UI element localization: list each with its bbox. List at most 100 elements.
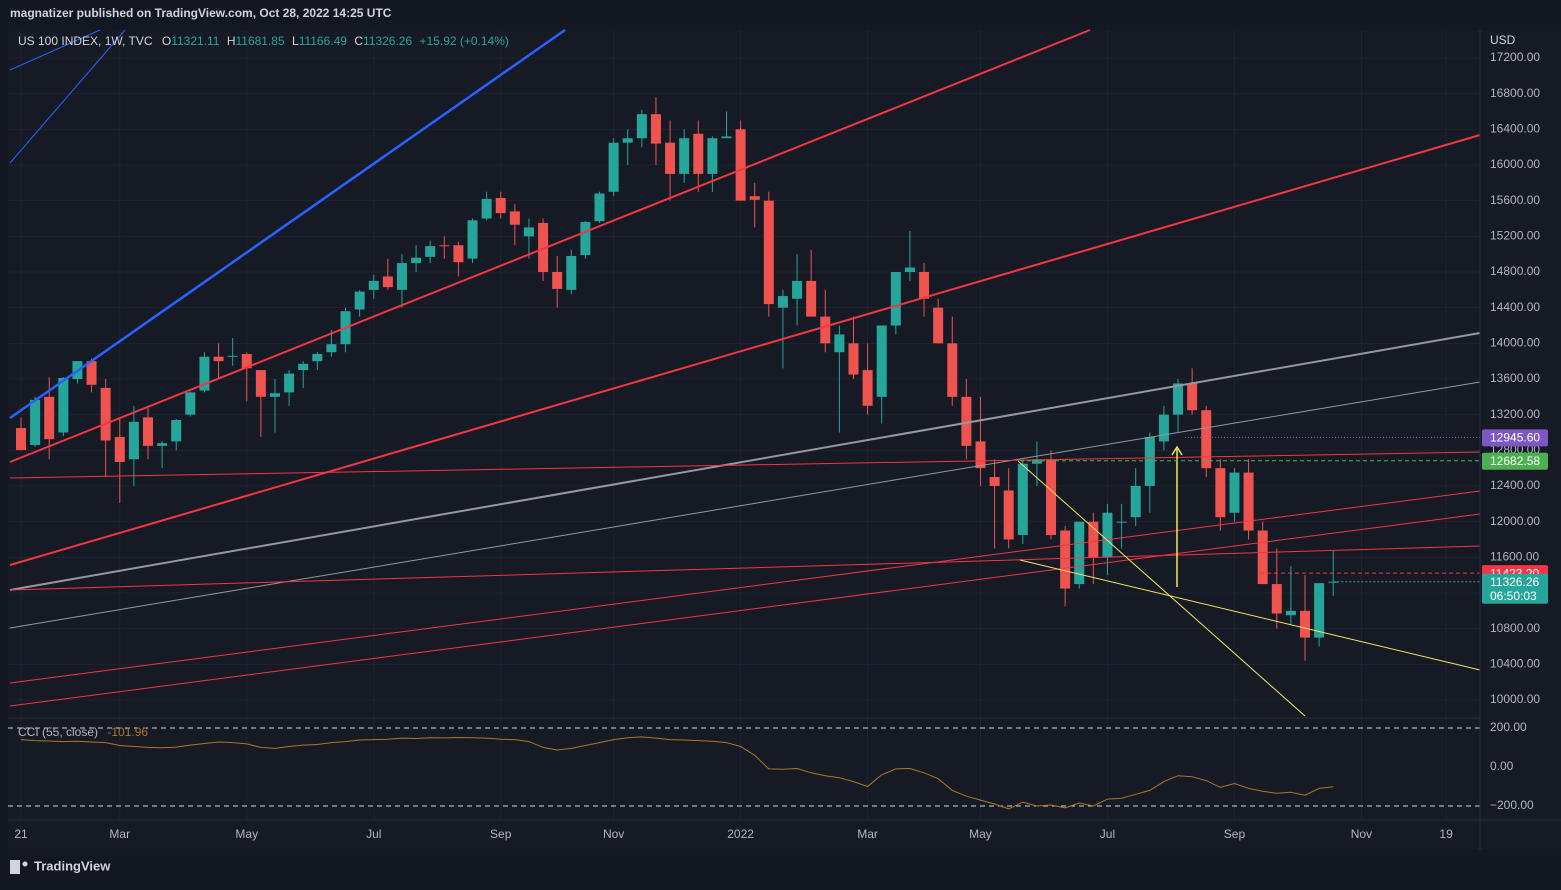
candle-body bbox=[523, 227, 534, 237]
y-tick-label: 16400.00 bbox=[1490, 122, 1540, 136]
candle-body bbox=[509, 211, 520, 225]
candle-body bbox=[16, 428, 26, 451]
trend-line bbox=[9, 29, 126, 164]
x-tick-label: Sep bbox=[490, 827, 512, 841]
countdown: 06:50:03 bbox=[1490, 589, 1537, 603]
x-tick-label: Sep bbox=[1224, 827, 1246, 841]
candle-body bbox=[312, 354, 323, 362]
y-tick-label: 10800.00 bbox=[1490, 621, 1540, 635]
candle-body bbox=[820, 316, 831, 344]
trend-line bbox=[9, 332, 1481, 591]
candle-body bbox=[693, 133, 704, 174]
price-tag bbox=[1482, 573, 1548, 604]
y-tick-label: 11600.00 bbox=[1490, 549, 1539, 563]
candle-body bbox=[594, 193, 605, 222]
candle-body bbox=[679, 138, 690, 174]
close-value: 11326.26 bbox=[363, 34, 412, 48]
x-tick-label: Mar bbox=[857, 827, 878, 841]
candle-body bbox=[919, 271, 930, 299]
candle-body bbox=[1271, 584, 1282, 614]
candle-body bbox=[848, 343, 859, 375]
candle-body bbox=[1017, 463, 1028, 536]
trend-line bbox=[1019, 559, 1481, 671]
legend: US 100 INDEX, 1W, TVC O11321.11 H11681.8… bbox=[18, 34, 509, 48]
candle-body bbox=[1300, 610, 1311, 638]
candle-body bbox=[1046, 459, 1057, 536]
candle-body bbox=[58, 377, 69, 433]
candle-body bbox=[608, 142, 619, 192]
candle-body bbox=[171, 420, 182, 442]
indicator-line bbox=[20, 736, 1334, 810]
candle-body bbox=[777, 296, 788, 308]
indicator-legend: CCI (55, close) -101.96 bbox=[18, 725, 148, 739]
candle-body bbox=[1257, 530, 1268, 585]
candle-body bbox=[961, 396, 972, 446]
candle-body bbox=[1031, 459, 1042, 464]
candle-body bbox=[185, 392, 196, 415]
candle-body bbox=[763, 200, 774, 305]
candle-body bbox=[834, 334, 845, 353]
candle-body bbox=[411, 257, 422, 264]
indicator-value: -101.96 bbox=[107, 725, 148, 739]
candle-body bbox=[749, 196, 760, 200]
candle-body bbox=[933, 307, 944, 344]
logo-mark bbox=[22, 861, 28, 867]
x-tick-label: 21 bbox=[14, 827, 28, 841]
candle-body bbox=[721, 136, 732, 139]
candle-body bbox=[86, 361, 97, 385]
y-tick-label: 14000.00 bbox=[1490, 335, 1540, 349]
y-tick-label: 12400.00 bbox=[1490, 478, 1540, 492]
candle-body bbox=[114, 436, 125, 463]
candle-body bbox=[876, 325, 887, 397]
ohlc-letter: O bbox=[162, 34, 171, 48]
trend-line bbox=[1017, 460, 1306, 717]
candle-body bbox=[298, 363, 309, 371]
x-tick-label: Jul bbox=[366, 827, 381, 841]
x-tick-label: Jul bbox=[1100, 827, 1115, 841]
y-tick-label: 17200.00 bbox=[1490, 50, 1540, 64]
candle-body bbox=[1187, 383, 1198, 411]
currency: USD bbox=[1490, 33, 1516, 47]
trend-line bbox=[9, 29, 101, 71]
drawings bbox=[9, 28, 1481, 717]
candle-body bbox=[157, 443, 168, 446]
candle-body bbox=[142, 417, 153, 446]
x-tick-label: May bbox=[969, 827, 992, 841]
arrow-head bbox=[1171, 445, 1183, 456]
candle-body bbox=[1201, 410, 1212, 469]
candle-body bbox=[566, 255, 577, 290]
change: +15.92 (+0.14%) bbox=[420, 34, 509, 48]
logo: TradingView bbox=[10, 858, 111, 874]
x-tick-label: 2022 bbox=[727, 827, 754, 841]
y-tick-label: 14400.00 bbox=[1490, 300, 1540, 314]
x-tick-label: Mar bbox=[109, 827, 130, 841]
y-tick-label: 0.00 bbox=[1490, 759, 1514, 773]
candle-body bbox=[199, 356, 210, 391]
y-tick-label: 16000.00 bbox=[1490, 157, 1540, 171]
candle-body bbox=[284, 373, 295, 393]
x-tick-label: Nov bbox=[1351, 827, 1372, 841]
y-tick-label: 13600.00 bbox=[1490, 371, 1540, 385]
x-tick-label: May bbox=[235, 827, 258, 841]
candle-body bbox=[495, 197, 506, 214]
candle-body bbox=[1243, 472, 1254, 531]
ohlc-letter: C bbox=[354, 34, 363, 48]
x-tick-label: 19 bbox=[1439, 827, 1453, 841]
candle-body bbox=[580, 222, 591, 256]
candle-body bbox=[382, 276, 393, 288]
candle-body bbox=[128, 421, 139, 460]
candle-body bbox=[44, 396, 55, 440]
y-tick-label: 15200.00 bbox=[1490, 229, 1540, 243]
y-tick-label: 200.00 bbox=[1490, 720, 1527, 734]
candle-body bbox=[947, 343, 958, 397]
candle-body bbox=[1144, 436, 1155, 486]
candle-body bbox=[989, 477, 1000, 486]
y-tick-label: 14800.00 bbox=[1490, 264, 1540, 278]
candle-body bbox=[255, 370, 266, 397]
candle-body bbox=[1088, 521, 1099, 558]
grid: 21 Mar May Jul Sep Nov 2022 Mar May Jul Sep Nov 19 10… bbox=[8, 30, 1540, 841]
candle-body bbox=[1116, 521, 1127, 523]
y-tick-label: 16800.00 bbox=[1490, 86, 1540, 100]
